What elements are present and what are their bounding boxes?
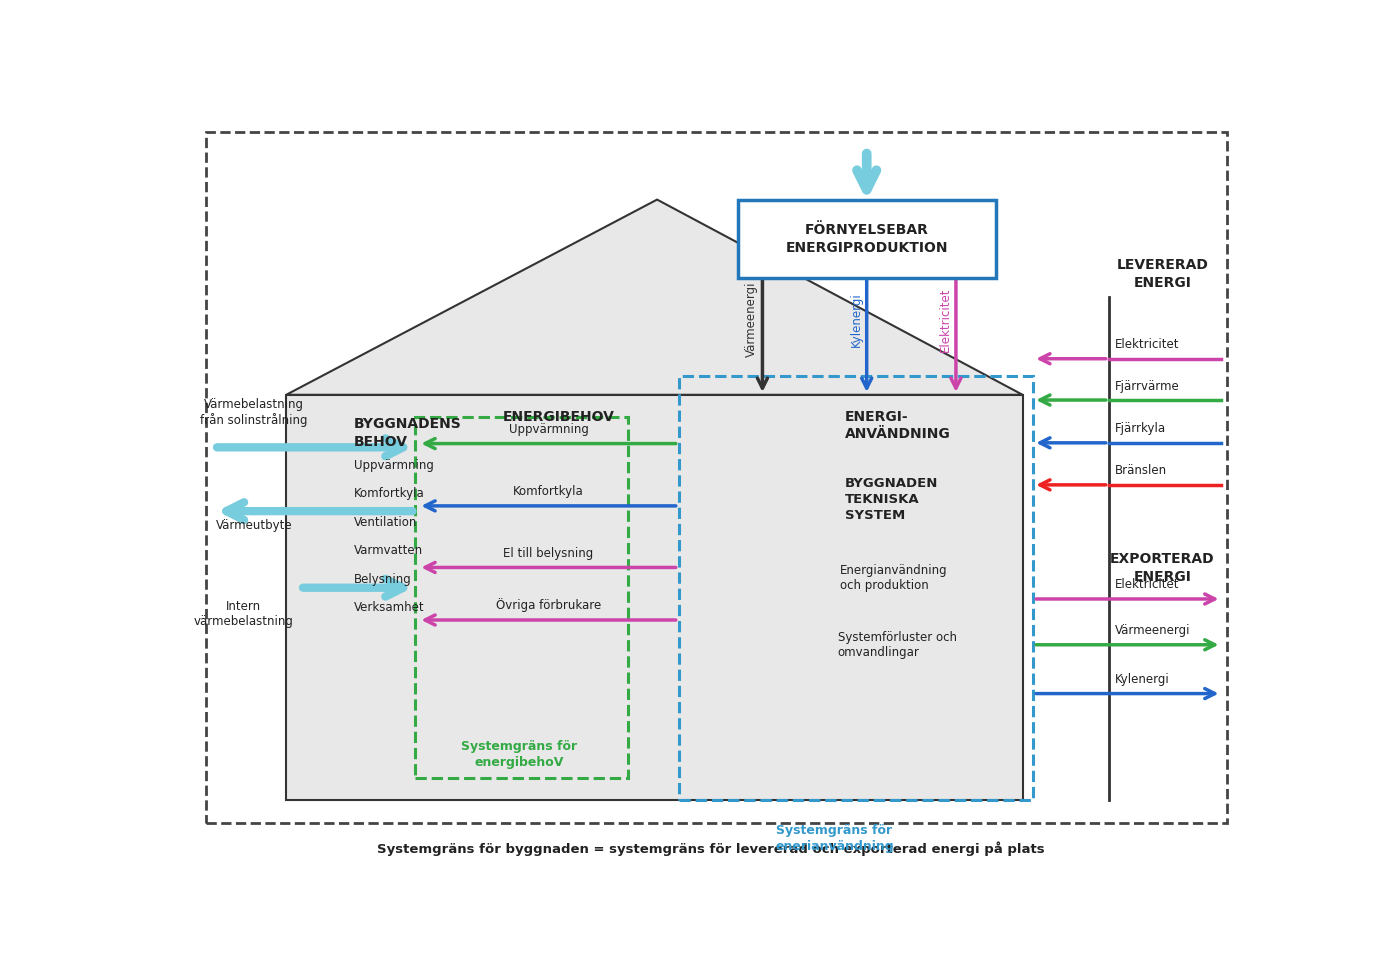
Text: Komfortkyla: Komfortkyla xyxy=(513,486,584,498)
Text: Värmeutbyte: Värmeutbyte xyxy=(216,519,293,531)
Text: Systemgräns för
enerianvändning: Systemgräns för enerianvändning xyxy=(775,824,893,853)
Text: Elektricitet: Elektricitet xyxy=(1115,578,1179,592)
Text: Systemgräns för
energibehoV: Systemgräns för energibehoV xyxy=(462,740,577,769)
Text: LEVERERAD
ENERGI: LEVERERAD ENERGI xyxy=(1117,258,1208,290)
Text: Komfortkyla: Komfortkyla xyxy=(354,488,424,500)
Text: Värmebelastning
från solinstrålning: Värmebelastning från solinstrålning xyxy=(200,398,308,427)
FancyBboxPatch shape xyxy=(738,200,996,279)
Text: Fjärrvärme: Fjärrvärme xyxy=(1115,379,1180,393)
Text: Belysning: Belysning xyxy=(354,572,412,586)
Text: Värmeenergi: Värmeenergi xyxy=(1115,624,1190,638)
Text: BYGGNADEN
TEKNISKA
SYSTEM: BYGGNADEN TEKNISKA SYSTEM xyxy=(845,478,939,523)
Polygon shape xyxy=(286,200,1022,395)
Text: Kylenergi: Kylenergi xyxy=(849,292,863,347)
Text: El till belysning: El till belysning xyxy=(503,547,594,560)
Text: Fjärrkyla: Fjärrkyla xyxy=(1115,422,1166,435)
Text: Elektricitet: Elektricitet xyxy=(939,288,951,352)
Text: BYGGNADENS
BEHOV: BYGGNADENS BEHOV xyxy=(354,417,462,449)
Text: Verksamhet: Verksamhet xyxy=(354,602,424,614)
Text: Varmvatten: Varmvatten xyxy=(354,544,423,557)
Bar xyxy=(286,395,1022,800)
Text: Systemförluster och
omvandlingar: Systemförluster och omvandlingar xyxy=(838,631,957,659)
Text: Uppvärmning: Uppvärmning xyxy=(354,458,434,472)
Text: Bränslen: Bränslen xyxy=(1115,464,1166,478)
Text: Elektricitet: Elektricitet xyxy=(1115,338,1179,351)
Text: EXPORTERAD
ENERGI: EXPORTERAD ENERGI xyxy=(1110,553,1215,584)
Text: Värmeenergi: Värmeenergi xyxy=(745,282,759,358)
Text: Ventilation: Ventilation xyxy=(354,516,417,528)
Text: ENERGI-
ANVÄNDNING: ENERGI- ANVÄNDNING xyxy=(845,410,951,441)
Text: Övriga förbrukare: Övriga förbrukare xyxy=(497,599,601,612)
Text: Uppvärmning: Uppvärmning xyxy=(509,423,588,436)
Text: Intern
värmebelastning: Intern värmebelastning xyxy=(193,600,293,628)
Text: Systemgräns för byggnaden = systemgräns för levererad och exporterad energi på p: Systemgräns för byggnaden = systemgräns … xyxy=(377,841,1044,856)
Text: ENERGIBEHOV: ENERGIBEHOV xyxy=(502,410,614,424)
Text: Energianvändning
och produktion: Energianvändning och produktion xyxy=(839,564,947,592)
Text: Kylenergi: Kylenergi xyxy=(1115,673,1169,686)
Text: FÖRNYELSEBAR
ENERGIPRODUKTION: FÖRNYELSEBAR ENERGIPRODUKTION xyxy=(785,223,947,255)
